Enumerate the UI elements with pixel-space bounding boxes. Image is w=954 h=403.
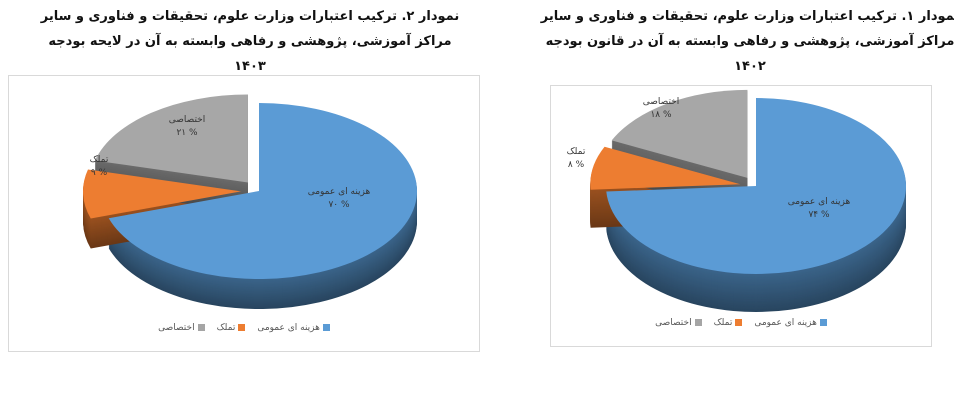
legend-swatch: [735, 319, 743, 326]
data-label-value: % ۲۱: [176, 128, 198, 138]
data-label-value: % ۹: [91, 168, 108, 178]
data-label-value: % ۱۸: [650, 110, 672, 120]
data-label-category: اختصاصی: [169, 115, 205, 125]
legend-label: هزینه ای عمومی: [754, 318, 817, 328]
data-label-value: % ۷۴: [808, 210, 830, 220]
pie-slice-0: [108, 103, 417, 279]
pie-slice-0: [606, 98, 906, 274]
chart-1-title: نمودار ۱. ترکیب اعتبارات وزارت علوم، تحق…: [540, 4, 954, 79]
pie-slice-2: [611, 89, 748, 178]
data-label-category: تملک: [567, 147, 586, 157]
chart-2-area: هزینه ای عمومی % ۷۰ تملک % ۹ اختصاصی % ۲۱ هزی…: [8, 75, 480, 352]
title-line-1: نمودار ۱. ترکیب اعتبارات وزارت علوم، تحق…: [540, 9, 954, 24]
legend-item: تملک: [217, 323, 246, 333]
legend-label: اختصاصی: [158, 323, 195, 333]
legend: هزینه ای عمومی تملک اختصاصی: [551, 318, 931, 328]
data-label-value: % ۸: [568, 160, 585, 170]
data-label-category: اختصاصی: [643, 97, 679, 107]
legend-swatch: [819, 319, 827, 326]
chart-2-title: نمودار ۲. ترکیب اعتبارات وزارت علوم، تحق…: [40, 4, 460, 79]
title-line-2: مراکز آموزشی، پژوهشی و رفاهی وابسته به آ…: [545, 34, 954, 74]
legend-swatch: [197, 324, 205, 331]
legend-item: هزینه ای عمومی: [257, 323, 330, 333]
legend-swatch: [694, 319, 702, 326]
data-label-category: هزینه ای عمومی: [308, 187, 371, 197]
legend-label: هزینه ای عمومی: [257, 323, 320, 333]
legend-item: هزینه ای عمومی: [754, 318, 827, 328]
data-label-category: هزینه ای عمومی: [788, 197, 851, 207]
pie-slice-2: [94, 94, 248, 183]
legend-swatch: [238, 324, 246, 331]
chart-1-area: هزینه ای عمومی % ۷۴ تملک % ۸ اختصاصی % ۱۸ هزی…: [550, 85, 932, 347]
pie-slice-1: [83, 169, 242, 219]
legend: هزینه ای عمومی تملک اختصاصی: [9, 323, 479, 333]
pie-slice-1: [590, 146, 741, 190]
pie-chart-1: هزینه ای عمومی % ۷۴ تملک % ۸ اختصاصی % ۱۸: [567, 89, 906, 312]
title-line-1: نمودار ۲. ترکیب اعتبارات وزارت علوم، تحق…: [40, 9, 460, 24]
title-line-2: مراکز آموزشی، پژوهشی و رفاهی وابسته به آ…: [48, 34, 452, 74]
legend-label: تملک: [216, 323, 236, 333]
data-label-category: تملک: [90, 155, 109, 165]
legend-item: تملک: [714, 318, 743, 328]
legend-item: اختصاصی: [655, 318, 702, 328]
pie-chart-2: هزینه ای عمومی % ۷۰ تملک % ۹ اختصاصی % ۲۱: [83, 94, 417, 309]
legend-item: اختصاصی: [158, 323, 205, 333]
legend-label: تملک: [713, 318, 733, 328]
data-label-value: % ۷۰: [328, 200, 350, 210]
legend-swatch: [322, 324, 330, 331]
legend-label: اختصاصی: [655, 318, 692, 328]
